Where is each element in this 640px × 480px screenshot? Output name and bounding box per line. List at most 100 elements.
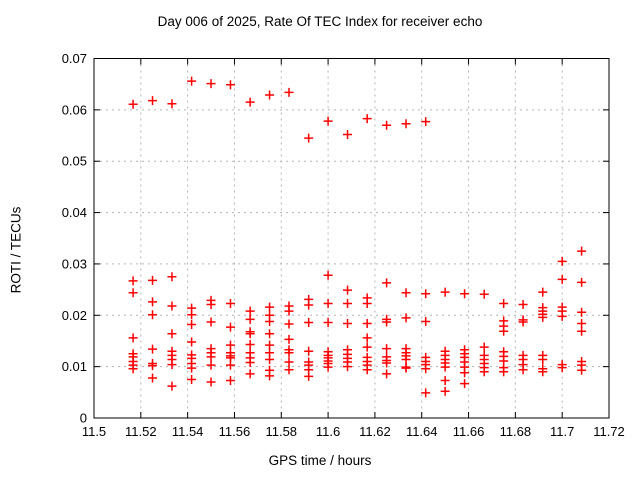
y-tick-label: 0.07 xyxy=(62,51,87,66)
data-point xyxy=(421,289,431,299)
x-tick-label: 11.52 xyxy=(125,424,157,439)
data-point xyxy=(225,360,235,370)
data-point xyxy=(538,287,548,297)
data-point xyxy=(382,369,392,379)
data-point xyxy=(284,357,294,367)
data-point xyxy=(167,301,177,311)
y-tick-label: 0.06 xyxy=(62,102,87,117)
data-point xyxy=(440,376,450,386)
data-point xyxy=(206,317,216,327)
data-point xyxy=(577,307,587,317)
data-point xyxy=(421,364,431,374)
data-point xyxy=(499,326,509,336)
data-point xyxy=(401,354,411,364)
data-point xyxy=(284,87,294,97)
data-point xyxy=(304,371,314,381)
data-point xyxy=(284,334,294,344)
data-point xyxy=(440,386,450,396)
data-point xyxy=(265,90,275,100)
data-point xyxy=(382,120,392,130)
data-point xyxy=(538,367,548,377)
data-point xyxy=(167,329,177,339)
x-tick-label: 11.62 xyxy=(359,424,391,439)
data-point xyxy=(225,376,235,386)
data-point xyxy=(167,381,177,391)
data-point xyxy=(362,319,372,329)
data-point xyxy=(284,306,294,316)
data-point xyxy=(245,314,255,324)
data-point xyxy=(187,310,197,320)
x-tick-label: 11.7 xyxy=(550,424,574,439)
data-point xyxy=(148,373,158,383)
data-point xyxy=(187,374,197,384)
data-point xyxy=(323,362,333,372)
y-tick-label: 0.03 xyxy=(62,256,87,271)
y-tick-label: 0.02 xyxy=(62,308,87,323)
data-point xyxy=(362,333,372,343)
data-point xyxy=(187,363,197,373)
x-tick-label: 11.66 xyxy=(453,424,485,439)
data-point xyxy=(245,97,255,107)
data-point xyxy=(206,79,216,89)
data-point xyxy=(343,298,353,308)
data-point xyxy=(225,298,235,308)
data-point xyxy=(401,313,411,323)
data-point xyxy=(284,319,294,329)
data-point xyxy=(304,317,314,327)
data-point xyxy=(225,80,235,90)
data-point xyxy=(148,275,158,285)
data-point xyxy=(148,310,158,320)
data-point xyxy=(362,114,372,124)
data-point xyxy=(265,316,275,326)
data-point xyxy=(538,354,548,364)
data-point xyxy=(167,99,177,109)
data-point xyxy=(187,320,197,330)
data-point xyxy=(382,317,392,327)
data-point xyxy=(382,344,392,354)
data-point xyxy=(577,365,587,375)
data-point xyxy=(245,329,255,339)
data-point xyxy=(401,119,411,129)
data-point xyxy=(479,367,489,377)
x-tick-label: 11.64 xyxy=(406,424,438,439)
data-point xyxy=(128,288,138,298)
y-tick-label: 0.05 xyxy=(62,154,87,169)
data-point xyxy=(440,362,450,372)
data-point xyxy=(401,363,411,373)
data-point xyxy=(128,333,138,343)
data-point xyxy=(206,300,216,310)
data-point xyxy=(577,319,587,329)
data-point xyxy=(557,256,567,266)
data-point xyxy=(148,96,158,106)
data-point xyxy=(557,311,567,321)
x-tick-label: 11.56 xyxy=(219,424,251,439)
data-point xyxy=(382,358,392,368)
y-tick-label: 0.04 xyxy=(62,205,87,220)
x-tick-label: 11.54 xyxy=(172,424,204,439)
data-point xyxy=(245,306,255,316)
data-point xyxy=(284,365,294,375)
data-point xyxy=(167,360,177,370)
data-point xyxy=(323,317,333,327)
data-point xyxy=(401,288,411,298)
data-point xyxy=(343,285,353,295)
data-point xyxy=(245,340,255,350)
data-point xyxy=(128,276,138,286)
data-point xyxy=(148,297,158,307)
data-point xyxy=(225,340,235,350)
data-point xyxy=(284,348,294,358)
data-point xyxy=(265,371,275,381)
data-point xyxy=(323,270,333,280)
y-tick-label: 0 xyxy=(80,411,87,426)
data-point xyxy=(518,365,528,375)
data-point xyxy=(479,342,489,352)
data-point xyxy=(577,326,587,336)
data-point xyxy=(225,322,235,332)
data-point xyxy=(304,133,314,143)
data-point xyxy=(265,354,275,364)
data-point xyxy=(343,362,353,372)
data-point xyxy=(479,289,489,299)
data-point xyxy=(421,117,431,127)
